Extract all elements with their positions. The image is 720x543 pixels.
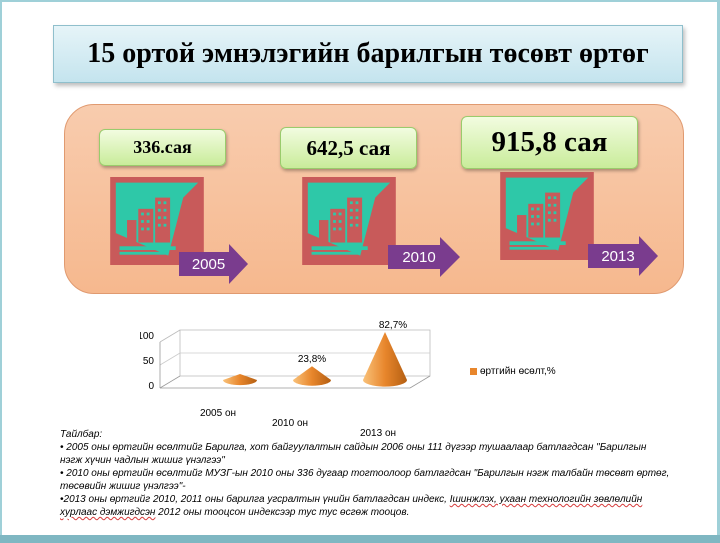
slide-border-left <box>0 0 2 543</box>
data-labels: 23,8% 82,7% <box>298 320 407 365</box>
x-axis-labels: 2005 он 2010 он 2013 он <box>200 408 396 439</box>
year-label: 2010 <box>402 248 436 266</box>
y-tick-label: 50 <box>143 356 155 367</box>
notes-line-3: •2013 оны өртгийг 2010, 2011 оны барилга… <box>60 493 670 519</box>
building-icon <box>500 172 594 265</box>
arrow-right-icon <box>388 237 460 277</box>
cone-body <box>293 366 331 386</box>
legend-swatch <box>470 368 477 375</box>
building-icon <box>302 177 396 270</box>
cone-mark <box>223 374 257 386</box>
x-tick-label: 2010 он <box>272 418 308 429</box>
y-tick-label: 0 <box>148 381 154 392</box>
x-tick-label: 2013 он <box>360 428 396 439</box>
data-label: 82,7% <box>379 320 407 331</box>
building-icon <box>110 177 204 270</box>
notes-heading: Тайлбар: <box>60 429 103 440</box>
arrow-right-icon <box>588 236 658 276</box>
notes-line-2: • 2010 оны өртгийн өсөлтийг МУЗГ-ын 2010… <box>60 468 670 492</box>
slide-title: 15 ортой эмнэлэгийн барилгын төсөвт өртө… <box>87 38 649 69</box>
arrow-right-icon <box>179 244 248 284</box>
cone-body <box>223 374 257 386</box>
slide-border-top <box>0 0 720 2</box>
amount-2005: 336.сая <box>99 129 226 166</box>
amount-2013: 915,8 сая <box>461 116 638 169</box>
legend-label: өртгийн өсөлт,% <box>480 366 556 377</box>
year-arrow-2013: 2013 <box>588 236 658 276</box>
year-label: 2005 <box>191 255 226 273</box>
cone-body <box>363 332 407 387</box>
x-tick-label: 2005 он <box>200 408 236 419</box>
notes-line-3c: 2012 оны тооцсон индексээр тус тус өсгөж… <box>155 507 410 518</box>
y-tick-label: 100 <box>140 331 154 342</box>
data-label: 23,8% <box>298 354 326 365</box>
cone-series <box>223 332 407 387</box>
y-axis-ticks: 0 50 100 <box>140 331 154 392</box>
notes-line-1: • 2005 оны өртгийн өсөлтийг Барилга, хот… <box>60 442 647 466</box>
year-arrow-2010: 2010 <box>388 237 460 277</box>
notes-line-3a: •2013 оны өртгийг 2010, 2011 оны барилга… <box>60 494 450 505</box>
year-label: 2013 <box>601 247 635 265</box>
slide-border-right <box>717 0 720 543</box>
slide-border-bottom <box>0 535 720 543</box>
notes-line-3b: Ішинжлэх, ухаан технологийн зөвлөлийн ху… <box>60 494 643 518</box>
year-arrow-2005: 2005 <box>179 244 248 284</box>
chart-legend: өртгийн өсөлт,% <box>470 366 556 377</box>
notes-block: Тайлбар: • 2005 оны өртгийн өсөлтийг Бар… <box>60 428 670 519</box>
growth-chart: 0 50 100 2005 он 2010 он 2013 он 23,8% 82,7% <box>140 320 431 439</box>
amount-2010: 642,5 сая <box>280 127 417 169</box>
title-box: 15 ортой эмнэлэгийн барилгын төсөвт өртө… <box>53 25 683 83</box>
cone-mark <box>293 366 331 386</box>
cone-mark <box>363 332 407 387</box>
